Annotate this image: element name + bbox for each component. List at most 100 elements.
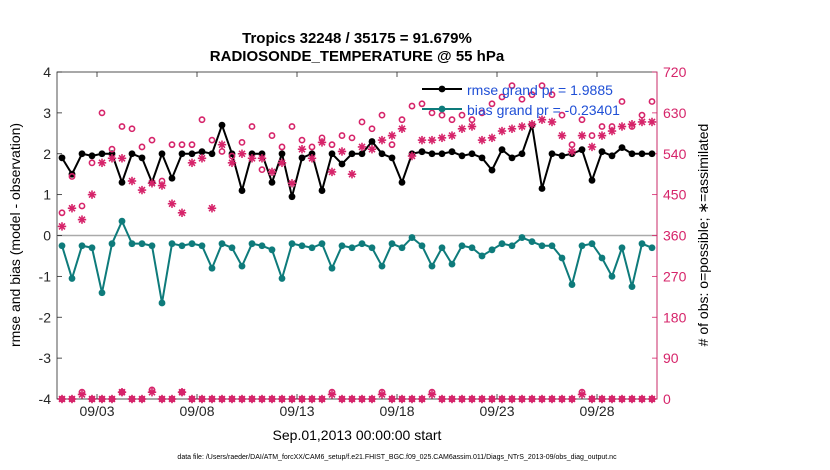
bias-point	[458, 242, 466, 250]
bias-point	[558, 254, 566, 262]
asterisk-stroke	[588, 143, 596, 151]
possible-point	[508, 82, 516, 90]
rmse-point	[488, 166, 496, 174]
rmse-point	[248, 150, 256, 158]
asterisk-stroke	[528, 120, 536, 128]
rmse-point	[258, 150, 266, 158]
assimilated-marker	[567, 147, 577, 156]
possible-point	[108, 145, 116, 153]
assimilated-marker	[347, 169, 357, 179]
assimilated-marker	[477, 135, 487, 145]
asterisk-stroke	[158, 395, 166, 403]
asterisk-stroke	[598, 132, 606, 140]
bias-point	[598, 254, 606, 262]
assimilated-marker	[57, 222, 67, 231]
possible-point	[128, 125, 136, 133]
bias-point	[638, 240, 646, 248]
bias-point	[148, 242, 156, 250]
asterisk-stroke	[128, 395, 136, 403]
bias-point	[108, 240, 116, 248]
possible-point	[438, 111, 446, 119]
rmse-point	[398, 178, 406, 186]
bias-point	[538, 242, 546, 250]
asterisk-stroke	[498, 127, 506, 135]
rmse-point	[298, 154, 306, 162]
asterisk-stroke	[178, 388, 186, 396]
possible-point	[58, 209, 66, 217]
possible-point	[468, 116, 476, 124]
assimilated-marker	[647, 117, 657, 127]
assimilated-marker	[67, 204, 77, 213]
asterisk-stroke	[58, 395, 66, 403]
assimilated-marker	[487, 133, 497, 143]
asterisk-stroke	[128, 177, 136, 185]
assimilated-marker	[437, 133, 447, 143]
asterisk-stroke	[598, 395, 606, 403]
assimilated-marker	[137, 185, 147, 195]
series-layer	[57, 82, 657, 404]
possible-point	[398, 116, 406, 124]
asterisk-stroke	[638, 118, 646, 126]
asterisk-stroke	[328, 168, 336, 176]
assimilated-marker	[437, 394, 447, 404]
assimilated-marker	[447, 131, 457, 140]
possible-point	[548, 91, 556, 99]
y-tick-label-left: -2	[39, 309, 52, 325]
bias-point	[388, 240, 396, 248]
y-tick-label-right: 450	[663, 187, 687, 203]
asterisk-stroke	[488, 395, 496, 403]
rmse-point	[88, 152, 96, 160]
bias-point	[408, 234, 416, 241]
rmse-point	[138, 154, 146, 162]
possible-point	[408, 102, 416, 110]
assimilated-marker	[287, 394, 297, 404]
asterisk-stroke	[168, 200, 176, 208]
bias-point	[608, 272, 616, 280]
y-tick-label-left: -1	[39, 268, 52, 284]
asterisk-stroke	[388, 132, 396, 140]
assimilated-marker	[527, 120, 537, 129]
assimilated-marker	[117, 387, 127, 397]
legend-bias-marker	[438, 105, 446, 113]
chart-title-line-1: Tropics 32248 / 35175 = 91.679%	[242, 30, 472, 47]
possible-point	[298, 136, 306, 144]
bias-point	[418, 242, 426, 250]
assimilated-marker	[167, 199, 177, 208]
y-tick-label-right: 270	[663, 268, 687, 284]
asterisk-stroke	[368, 145, 376, 153]
rmse-point	[558, 152, 566, 160]
assimilated-marker	[427, 390, 437, 399]
bias-point	[528, 238, 536, 246]
assimilated-marker	[277, 158, 287, 168]
rmse-point	[548, 150, 556, 158]
assimilated-marker	[187, 394, 197, 404]
possible-point	[618, 98, 626, 105]
y-tick-label-left: 0	[43, 228, 51, 244]
assimilated-marker	[177, 387, 187, 397]
possible-point	[138, 143, 146, 151]
asterisk-stroke	[228, 159, 236, 167]
asterisk-stroke	[168, 395, 176, 403]
assimilated-marker	[347, 394, 357, 404]
assimilated-marker	[247, 394, 257, 404]
rmse-point	[128, 150, 136, 158]
rmse-point	[78, 150, 86, 158]
rmse-point	[608, 152, 616, 160]
possible-point	[88, 159, 96, 167]
assimilated-marker	[117, 154, 127, 163]
legend-rmse-marker	[438, 85, 446, 93]
rmse-point	[598, 148, 606, 156]
bias-point	[508, 242, 516, 250]
asterisk-stroke	[208, 395, 216, 403]
possible-point	[368, 125, 376, 133]
rmse-point	[498, 146, 506, 154]
assimilated-marker	[337, 394, 347, 404]
possible-point	[558, 111, 566, 119]
possible-point	[588, 132, 596, 139]
rmse-point	[428, 150, 436, 158]
rmse-point	[188, 150, 196, 158]
footnote: data file: /Users/raeder/DAI/ATM_forcXX/…	[177, 454, 617, 461]
possible-point	[348, 134, 356, 142]
bias-point	[518, 234, 526, 241]
asterisk-stroke	[418, 395, 426, 403]
